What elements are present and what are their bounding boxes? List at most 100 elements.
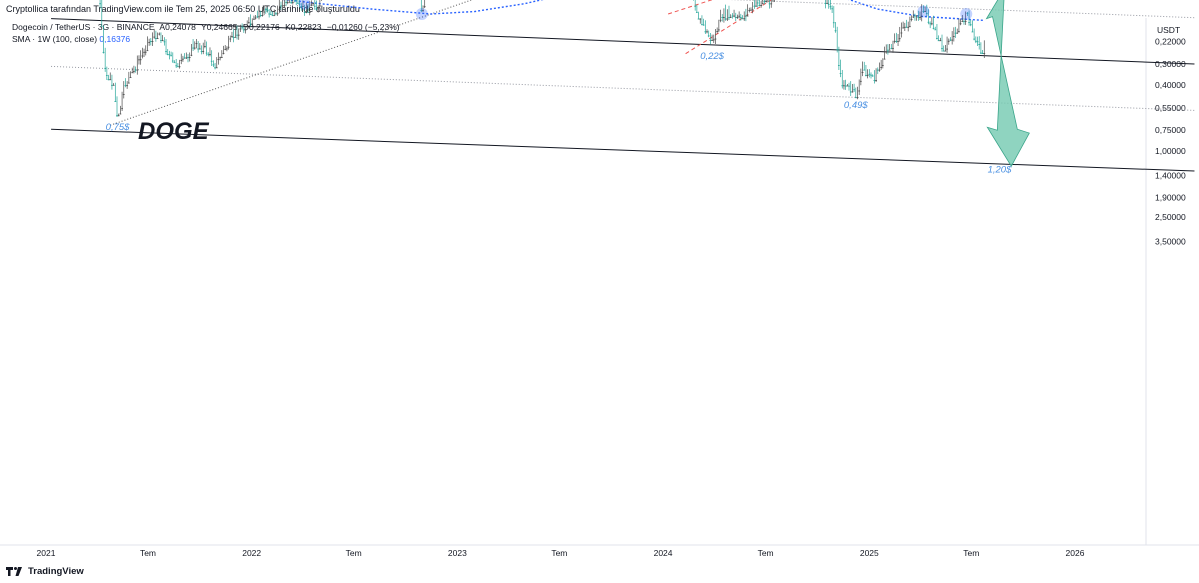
candle-body bbox=[291, 1, 294, 3]
candle-body bbox=[133, 71, 135, 73]
candle-body bbox=[124, 85, 127, 87]
candle-body bbox=[952, 36, 955, 38]
candle-body bbox=[917, 17, 920, 18]
candle-body bbox=[765, 1, 768, 2]
candle-body bbox=[134, 69, 137, 71]
candle-body bbox=[750, 9, 752, 11]
candle-body bbox=[192, 47, 194, 49]
candle-body bbox=[244, 29, 247, 31]
candle-body bbox=[974, 40, 977, 42]
candle-body bbox=[743, 18, 746, 20]
sma-label: SMA · 1W (100, close) bbox=[12, 34, 98, 44]
candle-body bbox=[121, 108, 123, 110]
x-tick-label: Tem bbox=[758, 548, 774, 558]
candle-body bbox=[246, 26, 249, 28]
candle-body bbox=[188, 57, 191, 58]
ohlc-high: Y0,24665 bbox=[201, 22, 238, 32]
candle-body bbox=[726, 18, 729, 20]
candle-body bbox=[280, 5, 282, 7]
candle-body bbox=[229, 38, 232, 40]
candle-body bbox=[956, 32, 959, 34]
candle-body bbox=[100, 25, 103, 27]
candle-body bbox=[315, 8, 318, 10]
candle-body bbox=[220, 56, 223, 58]
candle-body bbox=[276, 13, 279, 15]
symbol-name[interactable]: Dogecoin / TetherUS · 3G · BINANCE bbox=[12, 22, 155, 32]
candle-body bbox=[273, 15, 276, 17]
candle-body bbox=[856, 97, 859, 99]
ohlc-close: K0,22823 bbox=[285, 22, 322, 32]
candle-body bbox=[973, 38, 976, 40]
candle-body bbox=[153, 36, 156, 38]
candle-body bbox=[254, 17, 257, 19]
candle-body bbox=[719, 19, 722, 21]
channel-mid-line bbox=[51, 18, 1195, 65]
sma-value: 0,16376 bbox=[99, 34, 131, 44]
candle-body bbox=[898, 38, 901, 40]
candle-body bbox=[930, 23, 933, 25]
candle-body bbox=[706, 31, 708, 33]
candle-body bbox=[880, 67, 883, 68]
candle-body bbox=[707, 35, 710, 37]
candle-body bbox=[936, 38, 938, 39]
candle-body bbox=[198, 48, 201, 50]
candle-body bbox=[944, 50, 947, 52]
candle-body bbox=[748, 10, 751, 11]
candles bbox=[99, 0, 986, 118]
target-arrow bbox=[985, 0, 1030, 167]
candle-body bbox=[234, 36, 237, 38]
candle-body bbox=[237, 34, 240, 36]
candle-body bbox=[119, 113, 122, 115]
candle-body bbox=[966, 12, 969, 14]
y-tick-label: 0,55000 bbox=[1155, 103, 1186, 113]
candle-body bbox=[939, 40, 942, 42]
candle-body bbox=[971, 31, 974, 33]
candle-body bbox=[241, 27, 244, 29]
candle-body bbox=[831, 8, 834, 10]
tradingview-footer[interactable]: TradingView bbox=[6, 566, 84, 577]
candle-body bbox=[925, 13, 928, 14]
touch-marker bbox=[298, 0, 311, 10]
candle-body bbox=[895, 41, 898, 42]
candle-body bbox=[878, 69, 881, 71]
candle-body bbox=[908, 26, 911, 28]
candle-body bbox=[927, 21, 930, 23]
candle-body bbox=[770, 3, 773, 5]
candle-body bbox=[858, 90, 861, 92]
touch-marker bbox=[917, 5, 930, 18]
candle-body bbox=[200, 50, 203, 52]
candle-body bbox=[875, 80, 877, 81]
candle-body bbox=[871, 75, 874, 77]
candle-body bbox=[890, 47, 893, 49]
candle-body bbox=[258, 16, 260, 18]
candle-body bbox=[709, 40, 712, 41]
candle-body bbox=[853, 89, 855, 91]
candle-body bbox=[968, 22, 970, 24]
attribution-text: Cryptollica tarafından TradingView.com i… bbox=[6, 4, 360, 14]
sma-legend[interactable]: SMA · 1W (100, close) 0,16376 bbox=[12, 34, 130, 44]
candle-body bbox=[219, 57, 222, 59]
candle-body bbox=[275, 13, 277, 15]
candle-body bbox=[146, 50, 149, 52]
candle-body bbox=[166, 54, 169, 56]
candle-body bbox=[214, 67, 216, 69]
candle-body bbox=[138, 59, 140, 61]
candle-body bbox=[422, 10, 424, 12]
candle-body bbox=[721, 17, 724, 18]
candle-body bbox=[887, 49, 889, 51]
candle-body bbox=[195, 43, 198, 45]
candle-body bbox=[317, 8, 320, 10]
candle-body bbox=[263, 11, 265, 13]
candle-body bbox=[863, 69, 866, 71]
candle-body bbox=[222, 52, 225, 54]
candle-body bbox=[303, 12, 306, 13]
candle-body bbox=[127, 82, 130, 84]
candle-body bbox=[281, 5, 284, 7]
candle-body bbox=[958, 31, 960, 33]
candle-body bbox=[854, 97, 857, 99]
candle-body bbox=[714, 38, 717, 40]
candle-body bbox=[932, 27, 935, 29]
candle-body bbox=[746, 15, 749, 17]
candle-body bbox=[959, 23, 962, 25]
